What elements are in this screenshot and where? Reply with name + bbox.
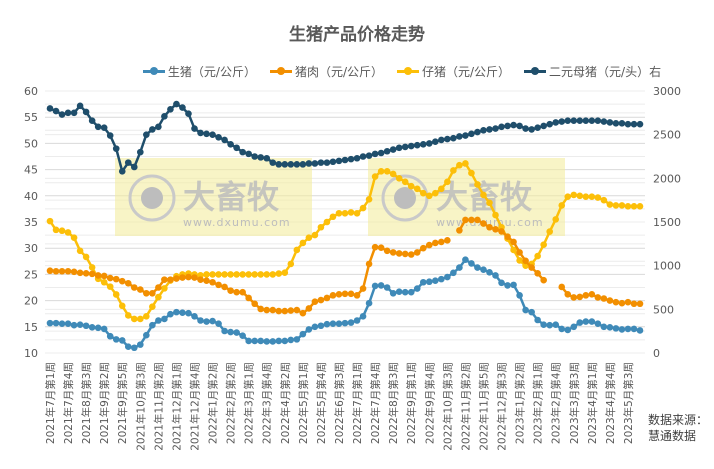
svg-text:2022年11月第5周: 2022年11月第5周 [477,362,490,451]
svg-text:2022年11月第2周: 2022年11月第2周 [459,362,472,451]
svg-text:2022年9月第1周: 2022年9月第1周 [405,362,418,444]
legend-item-live-hog[interactable]: 生猪（元/公斤） [142,63,256,80]
svg-text:15: 15 [24,321,38,334]
legend-line-marker-icon [142,67,165,75]
series-2 [46,160,644,323]
svg-text:60: 60 [24,85,38,98]
svg-text:2021年11月第2周: 2021年11月第2周 [152,362,165,451]
svg-text:1500: 1500 [653,216,681,229]
svg-text:1000: 1000 [653,260,681,273]
legend-line-marker-icon [397,67,419,75]
svg-text:2022年9月第4周: 2022年9月第4周 [423,362,436,444]
svg-text:2023年1月第2周: 2023年1月第2周 [514,362,527,444]
svg-text:45: 45 [24,164,38,177]
svg-text:2022年12月第3周: 2022年12月第3周 [496,362,509,451]
svg-text:大畜牧: 大畜牧 [183,178,280,216]
data-source-note: 数据来源： 慧通数据 [648,412,714,444]
svg-text:2022年7月第4周: 2022年7月第4周 [369,362,382,444]
legend-label: 仔猪（元/公斤） [422,65,511,79]
svg-text:2500: 2500 [653,129,681,142]
svg-text:2023年5月第3周: 2023年5月第3周 [622,362,635,444]
svg-text:2021年9月第5周: 2021年9月第5周 [116,362,129,444]
legend: 生猪（元/公斤） 猪肉（元/公斤） 仔猪（元/公斤） 二元母猪（元/头）右 [0,63,714,80]
svg-text:2023年4月第4周: 2023年4月第4周 [604,362,617,444]
legend-line-marker-icon [524,67,547,75]
svg-text:2000: 2000 [653,172,681,185]
svg-text:2021年9月第2周: 2021年9月第2周 [98,362,111,444]
svg-text:2022年10月第3周: 2022年10月第3周 [441,362,454,451]
series-1 [46,216,644,317]
svg-text:2021年7月第4周: 2021年7月第4周 [62,362,75,444]
svg-text:2022年8月第3周: 2022年8月第3周 [387,362,400,444]
svg-text:2021年7月第1周: 2021年7月第1周 [44,362,57,444]
y-axis-left: 10 15 20 25 30 35 40 45 50 55 60 [24,85,38,360]
svg-text:2022年3月第1周: 2022年3月第1周 [243,362,256,444]
svg-text:50: 50 [24,137,38,150]
svg-text:40: 40 [24,190,38,203]
legend-item-piglet[interactable]: 仔猪（元/公斤） [397,63,510,80]
legend-label: 二元母猪（元/头）右 [549,65,662,79]
svg-text:3000: 3000 [653,85,681,98]
svg-text:2021年8月第3周: 2021年8月第3周 [80,362,93,444]
legend-item-sow[interactable]: 二元母猪（元/头）右 [524,63,661,80]
svg-text:2023年3月第3周: 2023年3月第3周 [568,362,581,444]
svg-text:30: 30 [24,242,38,255]
svg-text:www.dxumu.com: www.dxumu.com [183,216,291,229]
chart-title: 生猪产品价格走势 [289,25,425,45]
svg-text:2023年4月第1周: 2023年4月第1周 [586,362,599,444]
svg-text:25: 25 [24,268,38,281]
source-name: 慧通数据 [648,429,697,443]
svg-text:0: 0 [653,347,660,360]
legend-item-pork[interactable]: 猪肉（元/公斤） [269,63,383,80]
svg-text:20: 20 [24,295,38,308]
svg-text:2022年6月第3周: 2022年6月第3周 [333,362,346,444]
legend-label: 猪肉（元/公斤） [294,65,383,79]
svg-text:2022年5月第1周: 2022年5月第1周 [297,362,310,444]
svg-text:10: 10 [24,347,38,360]
svg-text:2023年2月第1周: 2023年2月第1周 [532,362,545,444]
svg-text:2021年12月第4周: 2021年12月第4周 [188,362,201,451]
series-3 [46,100,644,175]
svg-text:2021年10月第3周: 2021年10月第3周 [134,362,147,451]
svg-text:2021年12月第1周: 2021年12月第1周 [170,362,183,451]
svg-text:2022年3月第4周: 2022年3月第4周 [261,362,274,444]
legend-line-marker-icon [269,67,292,75]
svg-text:2023年2月第4周: 2023年2月第4周 [550,362,563,444]
svg-text:2022年4月第2周: 2022年4月第2周 [279,362,292,444]
svg-text:2022年2月第2周: 2022年2月第2周 [225,362,238,444]
source-label: 数据来源： [648,413,709,427]
legend-label: 生猪（元/公斤） [167,65,256,79]
svg-text:35: 35 [24,216,38,229]
svg-text:2022年7月第1周: 2022年7月第1周 [351,362,364,444]
svg-text:2022年1月第2周: 2022年1月第2周 [207,362,220,444]
svg-text:500: 500 [653,303,674,316]
svg-text:55: 55 [24,111,38,124]
x-axis-labels: 2021年7月第1周 2021年7月第4周 2021年8月第3周 2021年9月第2周… [44,362,635,451]
y-axis-right: 0 500 1000 1500 2000 2500 3000 [653,85,681,360]
series-0 [46,256,644,352]
series-lines [46,100,644,352]
svg-text:2022年5月第4周: 2022年5月第4周 [315,362,328,444]
